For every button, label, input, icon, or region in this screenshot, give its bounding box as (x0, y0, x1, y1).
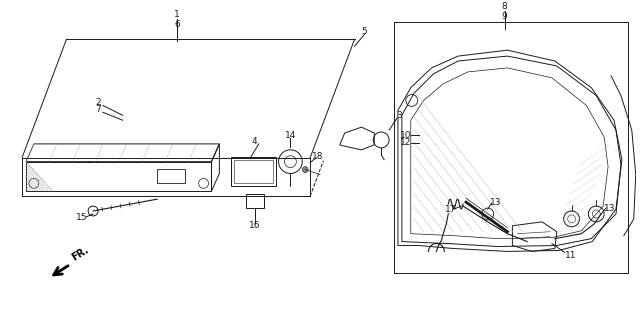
Text: 2: 2 (95, 98, 101, 107)
Bar (246, 194, 264, 208)
Text: 16: 16 (249, 221, 260, 230)
Bar (231, 157, 276, 186)
Text: 15: 15 (76, 214, 87, 222)
Text: 6: 6 (174, 20, 180, 29)
Text: 4: 4 (251, 138, 257, 146)
Text: 13: 13 (604, 203, 616, 213)
Text: 8: 8 (502, 2, 508, 11)
Text: 1: 1 (174, 10, 180, 19)
Text: 17: 17 (445, 204, 456, 214)
Text: 3: 3 (396, 111, 402, 120)
Circle shape (302, 167, 308, 172)
Text: 14: 14 (285, 131, 296, 139)
Bar (157, 169, 185, 183)
Text: 9: 9 (502, 12, 508, 21)
Text: 18: 18 (312, 152, 324, 161)
Text: FR.: FR. (70, 244, 91, 262)
Text: 7: 7 (95, 105, 101, 114)
Text: 10: 10 (400, 131, 412, 139)
Text: 5: 5 (362, 27, 367, 36)
Bar (234, 160, 273, 183)
Text: 13: 13 (490, 198, 501, 207)
Text: 12: 12 (400, 138, 412, 147)
Text: 11: 11 (565, 251, 577, 260)
Bar (394, 22, 628, 273)
